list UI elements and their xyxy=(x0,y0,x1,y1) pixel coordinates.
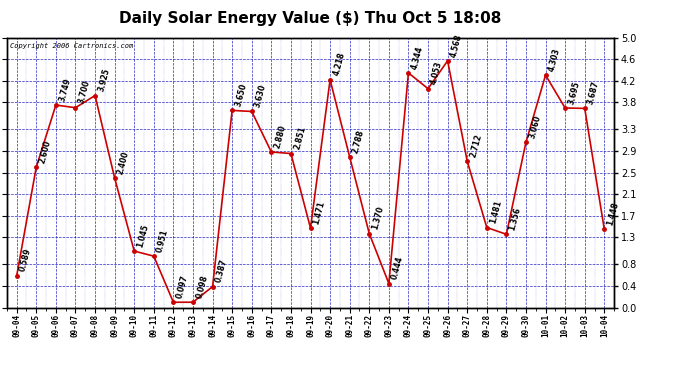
Text: 1.356: 1.356 xyxy=(508,206,522,231)
Text: 3.695: 3.695 xyxy=(566,80,582,105)
Text: 1.045: 1.045 xyxy=(136,223,150,248)
Text: 2.400: 2.400 xyxy=(116,150,131,175)
Text: 0.097: 0.097 xyxy=(175,274,190,300)
Text: 3.060: 3.060 xyxy=(527,114,542,140)
Text: 3.630: 3.630 xyxy=(253,83,268,109)
Text: 1.481: 1.481 xyxy=(488,199,503,225)
Text: 3.650: 3.650 xyxy=(233,82,248,108)
Text: 3.925: 3.925 xyxy=(97,68,111,93)
Text: 4.053: 4.053 xyxy=(429,61,444,86)
Text: 0.387: 0.387 xyxy=(214,258,229,284)
Text: 3.687: 3.687 xyxy=(586,80,601,106)
Text: 0.444: 0.444 xyxy=(391,255,405,281)
Text: Daily Solar Energy Value ($) Thu Oct 5 18:08: Daily Solar Energy Value ($) Thu Oct 5 1… xyxy=(119,11,502,26)
Text: 4.568: 4.568 xyxy=(449,33,464,58)
Text: 0.589: 0.589 xyxy=(18,248,33,273)
Text: 0.098: 0.098 xyxy=(195,274,209,299)
Text: 3.749: 3.749 xyxy=(57,77,72,102)
Text: 1.370: 1.370 xyxy=(371,205,386,231)
Text: 2.712: 2.712 xyxy=(469,133,484,158)
Text: 2.600: 2.600 xyxy=(38,139,52,164)
Text: 1.448: 1.448 xyxy=(606,201,620,226)
Text: 4.344: 4.344 xyxy=(410,45,425,70)
Text: 4.303: 4.303 xyxy=(547,47,562,72)
Text: 1.471: 1.471 xyxy=(312,200,327,225)
Text: 4.218: 4.218 xyxy=(331,51,346,77)
Text: Copyright 2006 Cartronics.com: Copyright 2006 Cartronics.com xyxy=(10,43,133,49)
Text: 2.880: 2.880 xyxy=(273,124,288,149)
Text: 2.788: 2.788 xyxy=(351,128,366,154)
Text: 3.700: 3.700 xyxy=(77,80,92,105)
Text: 2.851: 2.851 xyxy=(293,125,307,151)
Text: 0.951: 0.951 xyxy=(155,228,170,254)
